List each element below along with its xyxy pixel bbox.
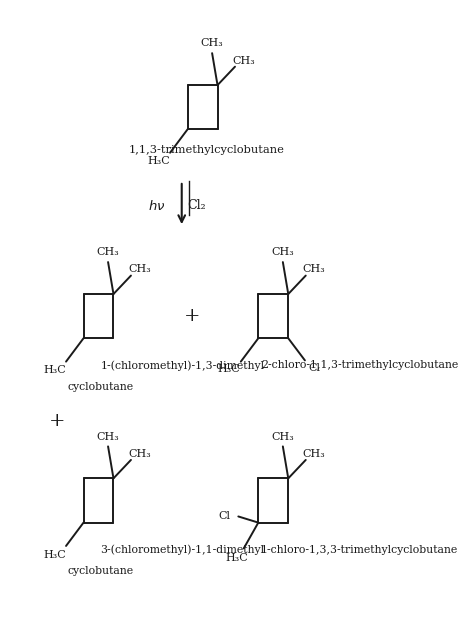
Text: 2-chloro-1,1,3-trimethylcyclobutane: 2-chloro-1,1,3-trimethylcyclobutane [261,360,458,370]
Text: cyclobutane: cyclobutane [68,382,133,392]
Text: +: + [184,307,200,325]
Text: CH₃: CH₃ [303,265,325,275]
Text: CH₃: CH₃ [97,247,119,257]
Text: +: + [48,412,65,430]
Text: Cl: Cl [218,512,230,521]
Text: cyclobutane: cyclobutane [68,566,133,576]
Text: CH₃: CH₃ [272,432,294,441]
Text: CH₃: CH₃ [232,56,255,66]
Text: 1-chloro-1,3,3-trimethylcyclobutane: 1-chloro-1,3,3-trimethylcyclobutane [261,544,458,555]
Text: 3-(chloromethyl)-1,1-dimethyl: 3-(chloromethyl)-1,1-dimethyl [101,544,265,555]
Text: CH₃: CH₃ [201,38,223,48]
Text: H₃C: H₃C [217,364,240,374]
Text: CH₃: CH₃ [303,449,325,459]
Text: CH₃: CH₃ [272,247,294,257]
Text: CH₃: CH₃ [97,432,119,441]
Text: H₃C: H₃C [225,553,248,563]
Text: $h\nu$: $h\nu$ [148,198,165,213]
Text: H₃C: H₃C [147,156,170,166]
Text: 1,1,3-trimethylcyclobutane: 1,1,3-trimethylcyclobutane [129,145,285,155]
Text: H₃C: H₃C [43,549,66,559]
Text: Cl₂: Cl₂ [187,199,205,212]
Text: Cl: Cl [308,363,320,373]
Text: CH₃: CH₃ [128,265,151,275]
Text: CH₃: CH₃ [128,449,151,459]
Text: 1-(chloromethyl)-1,3-dimethyl: 1-(chloromethyl)-1,3-dimethyl [101,360,265,371]
Text: H₃C: H₃C [43,365,66,375]
